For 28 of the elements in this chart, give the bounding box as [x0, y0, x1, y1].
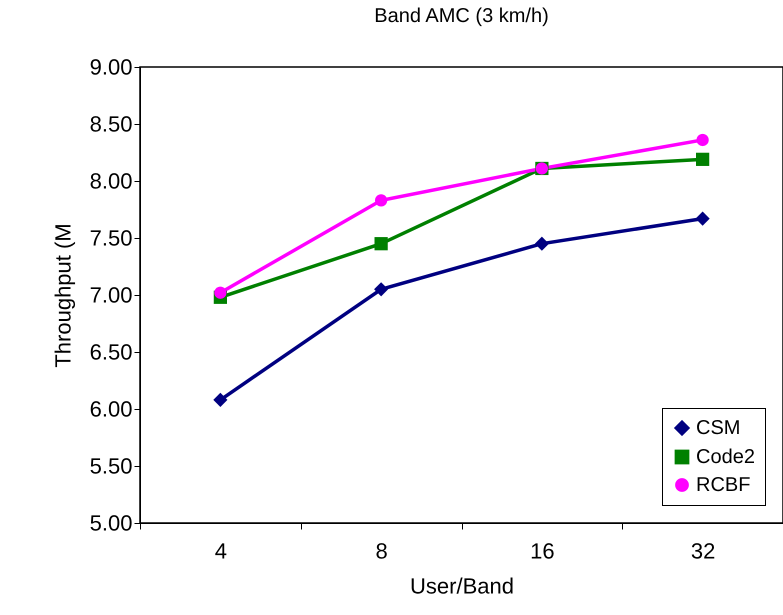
chart-title: Band AMC (3 km/h): [374, 5, 549, 27]
y-tick-label: 5.00: [90, 510, 132, 536]
point: [534, 236, 549, 251]
y-tick-label: 6.00: [90, 396, 132, 422]
x-tick-label: 32: [690, 538, 716, 564]
x-tick-label: 16: [530, 538, 555, 564]
point: [375, 194, 388, 206]
legend-label: Code2: [696, 446, 755, 468]
y-tick-label: 5.50: [90, 454, 132, 478]
y-tick-label: 9.00: [90, 54, 132, 80]
y-tick-label: 6.50: [90, 340, 132, 364]
y-tick-label: 7.50: [90, 226, 132, 250]
legend-label: RCBF: [696, 474, 750, 496]
y-tick-label: 8.50: [90, 112, 132, 136]
x-axis-title: User/Band: [410, 574, 514, 598]
point: [374, 237, 388, 250]
x-tick-label: 8: [376, 538, 388, 564]
y-tick-label: 8.00: [90, 168, 132, 194]
x-tick-label: 4: [214, 538, 227, 564]
point: [213, 392, 228, 407]
legend-label: CSM: [696, 417, 740, 439]
y-axis-title: Throughput (M: [50, 223, 76, 368]
y-tick-label: 7.00: [90, 282, 132, 308]
point: [696, 152, 710, 166]
point: [696, 212, 710, 226]
point: [374, 282, 388, 296]
point: [214, 286, 226, 299]
point: [696, 134, 709, 146]
